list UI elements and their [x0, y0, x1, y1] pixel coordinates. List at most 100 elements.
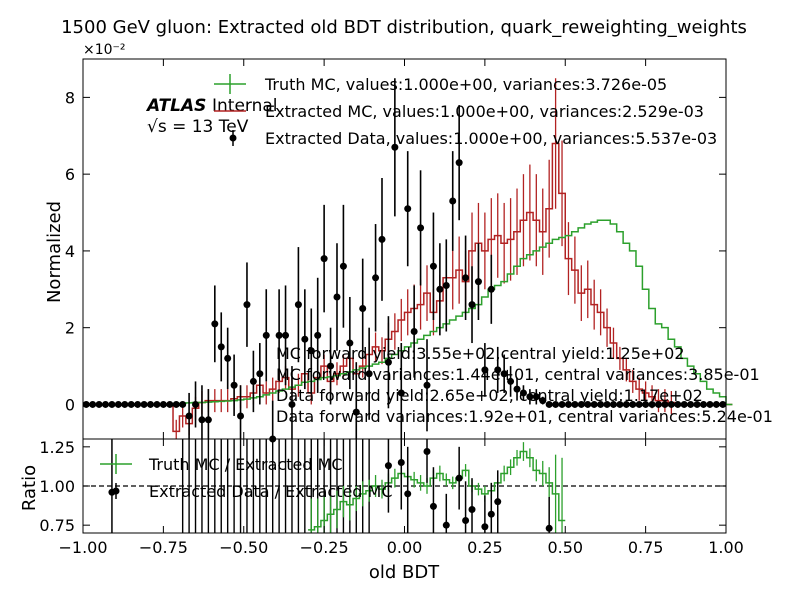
data-point — [346, 339, 354, 347]
data-point — [654, 400, 662, 408]
data-point — [224, 354, 232, 362]
ratio-data-point — [462, 516, 470, 524]
ratio-data-point — [404, 490, 412, 498]
x-tick-label: −1.00 — [58, 538, 107, 557]
data-point — [558, 400, 566, 408]
x-tick-label: 0.50 — [547, 538, 583, 557]
data-point — [629, 400, 637, 408]
data-point — [262, 331, 270, 339]
data-point — [680, 400, 688, 408]
data-point — [95, 400, 103, 408]
main-y-tick-label: 0 — [65, 395, 75, 414]
main-series-layer — [82, 78, 733, 443]
data-point — [539, 397, 547, 405]
data-point — [532, 393, 540, 401]
data-point — [237, 412, 245, 420]
ratio-data-point — [545, 524, 553, 532]
data-point — [294, 301, 302, 309]
legend-entry-mc: Extracted MC, values:1.000e+00, variance… — [214, 102, 704, 121]
data-point — [365, 370, 373, 378]
data-point — [307, 347, 315, 355]
data-point — [648, 400, 656, 408]
ratio-y-tick-label: 1.25 — [39, 438, 75, 457]
x-tick-label: −0.75 — [139, 538, 188, 557]
ratio-y-tick-label: 1.00 — [39, 477, 75, 496]
data-point — [352, 408, 360, 416]
data-point — [230, 381, 238, 389]
data-point — [597, 400, 605, 408]
data-point — [526, 393, 534, 401]
data-point — [590, 400, 598, 408]
x-tick-label: 0.00 — [387, 538, 423, 557]
main-y-tick-label: 4 — [65, 242, 75, 261]
data-point — [661, 400, 669, 408]
data-point — [487, 285, 495, 293]
main-y-tick-label: 8 — [65, 88, 75, 107]
data-point — [384, 358, 392, 366]
data-point — [667, 400, 675, 408]
x-ticks: −1.00 −0.75 −0.50 −0.25 0.00 0.25 0.50 0.75 1.00 — [58, 59, 744, 557]
data-point — [609, 400, 617, 408]
ratio-legend: Truth MC / Extracted MC Extracted Data /… — [100, 454, 393, 501]
main-y-ticks: 0 2 4 6 8 — [65, 88, 726, 414]
x-axis-label: old BDT — [369, 562, 440, 583]
ratio-data-point — [468, 506, 476, 513]
data-point — [564, 400, 572, 408]
annotation-data-variances: Data forward variances:1.92e+01, central… — [276, 407, 773, 426]
data-point — [442, 281, 450, 289]
data-point — [288, 400, 296, 408]
data-point — [314, 331, 322, 339]
data-point — [179, 400, 187, 408]
ratio-data-point — [384, 462, 392, 470]
chart-title: 1500 GeV gluon: Extracted old BDT distri… — [61, 17, 747, 38]
data-point — [417, 224, 425, 232]
yield-annotations: MC forward yield:3.55e+02,central yield:… — [276, 344, 773, 426]
ratio-data-point — [429, 502, 437, 510]
ratio-y-tick-label: 0.75 — [39, 516, 75, 535]
ratio-legend-label-truth: Truth MC / Extracted MC — [148, 455, 343, 474]
data-point — [249, 377, 257, 385]
data-point — [89, 400, 97, 408]
data-point — [423, 381, 431, 389]
data-point — [507, 377, 515, 385]
data-point — [449, 197, 457, 205]
data-point — [481, 366, 489, 374]
legend-label-mc: Extracted MC, values:1.000e+00, variance… — [265, 102, 704, 121]
data-point — [217, 343, 225, 351]
data-point — [166, 400, 174, 408]
ratio-series-layer — [83, 439, 726, 533]
ratio-data-point — [397, 459, 405, 466]
annotation-mc-variances: MC forward variances:1.44e+01, central v… — [276, 365, 760, 384]
data-point — [552, 400, 560, 408]
ratio-data-point — [455, 474, 463, 482]
main-y-tick-label: 6 — [65, 165, 75, 184]
data-point — [204, 416, 212, 424]
main-legend: Truth MC, values:1.000e+00, variances:3.… — [214, 74, 717, 148]
x-tick-label: 0.25 — [467, 538, 503, 557]
legend-entry-truth: Truth MC, values:1.000e+00, variances:3.… — [214, 74, 667, 94]
data-point — [462, 274, 470, 282]
data-point — [410, 328, 418, 336]
data-point — [134, 400, 142, 408]
data-point — [275, 331, 283, 339]
data-point — [429, 262, 437, 270]
data-point — [108, 400, 116, 408]
truth-step-line — [83, 219, 733, 406]
data-point — [603, 400, 611, 408]
data-point — [706, 400, 714, 408]
ratio-panel: 0.75 1.00 1.25 −1.00 −0.75 −0.50 −0.25 0.00 0.2… — [19, 59, 744, 583]
ratio-y-ticks: 0.75 1.00 1.25 — [39, 438, 726, 535]
data-point — [372, 274, 380, 282]
ratio-data-point — [487, 510, 495, 518]
data-point — [339, 262, 347, 270]
data-point — [436, 285, 444, 293]
data-point — [121, 400, 129, 408]
ratio-y-axis-label: Ratio — [19, 465, 40, 511]
atlas-label: ATLAS — [145, 96, 206, 116]
data-point — [256, 370, 264, 378]
annotation-data-yield: Data forward yield:2.65e+02, central yie… — [276, 386, 703, 405]
data-point — [642, 400, 650, 408]
data-point — [571, 400, 579, 408]
data-point — [584, 400, 592, 408]
data-point — [693, 400, 701, 408]
